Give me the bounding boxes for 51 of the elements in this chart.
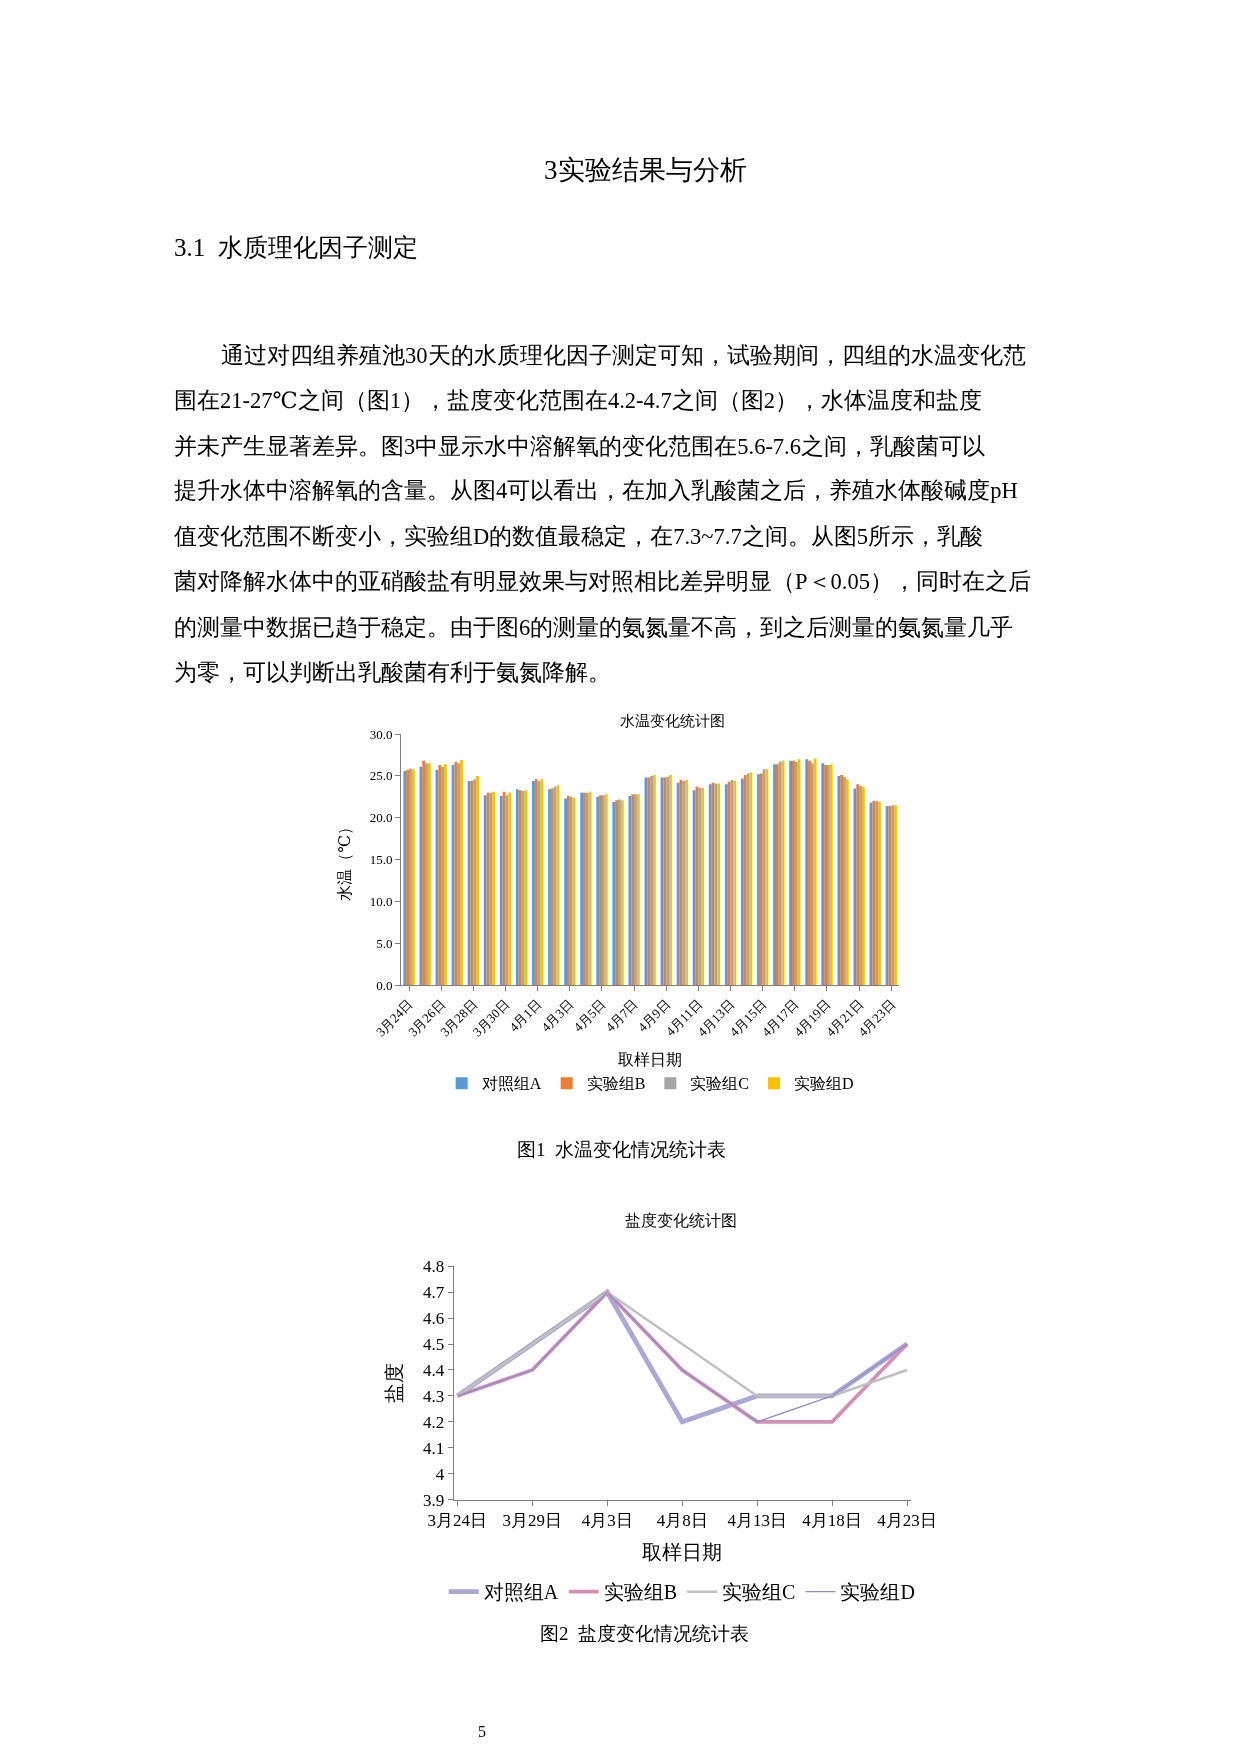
- text: 5: [478, 1723, 486, 1740]
- text: 并未产生显著差异。图3中显示水中溶解氧的变化范围在5.6-7.6之间，乳酸菌可以: [174, 434, 985, 459]
- x-tick-label: 4月23日: [877, 1511, 937, 1531]
- y-axis-title: 盐度: [383, 1362, 406, 1403]
- legend-label: 实验组B: [586, 1075, 646, 1093]
- y-tick-label: 30.0: [369, 726, 393, 742]
- y-tick-label: 4: [435, 1464, 445, 1484]
- x-tick-label: 3月24日: [427, 1511, 488, 1531]
- legend-label: 实验组D: [840, 1581, 915, 1604]
- y-axis-title: 水温（℃）: [335, 818, 353, 901]
- x-axis-title: 取样日期: [618, 1051, 683, 1068]
- legend-label: 实验组B: [603, 1581, 678, 1604]
- chart-title: 水温变化统计图: [620, 713, 725, 729]
- text: 的测量中数据已趋于稳定。由于图6的测量的氨氮量不高，到之后测量的氨氮量几乎: [174, 615, 1014, 640]
- caption: 图2 盐度变化情况统计表: [540, 1623, 749, 1644]
- x-tick-label: 4月8日: [656, 1511, 708, 1531]
- text: 提升水体中溶解氧的含量。从图4可以看出，在加入乳酸菌之后，养殖水体酸碱度pH: [174, 478, 1018, 503]
- y-tick-label: 10.0: [369, 894, 393, 910]
- text: 围在21-27℃之间（图1），盐度变化范围在4.2-4.7之间（图2），水体温度和盐度: [174, 388, 982, 413]
- caption: 图1 水温变化情况统计表: [517, 1139, 726, 1160]
- y-tick-label: 4.2: [422, 1412, 445, 1432]
- x-tick-label: 4月3日: [581, 1511, 633, 1531]
- y-tick-label: 4.1: [422, 1438, 445, 1458]
- y-tick-label: 25.0: [369, 768, 393, 784]
- text: 为零，可以判断出乳酸菌有利于氨氮降解。: [174, 660, 611, 685]
- x-tick-label: 3月29日: [502, 1511, 563, 1531]
- x-axis-title: 取样日期: [642, 1540, 723, 1563]
- y-tick-label: 4.8: [422, 1257, 445, 1277]
- x-tick-label: 4月18日: [802, 1511, 862, 1531]
- legend-label: 实验组C: [722, 1581, 796, 1604]
- text: 3实验结果与分析: [544, 155, 747, 185]
- text: 菌对降解水体中的亚硝酸盐有明显效果与对照相比差异明显（P＜0.05），同时在之后: [174, 569, 1031, 594]
- y-tick-label: 5.0: [376, 935, 393, 951]
- legend-label: 实验组C: [690, 1075, 750, 1093]
- y-tick-label: 4.5: [422, 1334, 445, 1354]
- y-tick-label: 20.0: [369, 810, 393, 826]
- legend-label: 对照组A: [483, 1581, 559, 1604]
- y-tick-label: 0.0: [376, 977, 393, 993]
- y-tick-label: 4.4: [422, 1360, 445, 1380]
- x-tick-label: 4月13日: [727, 1511, 787, 1531]
- legend-label: 对照组A: [481, 1075, 542, 1093]
- text: 值变化范围不断变小，实验组D的数值最稳定，在7.3~7.7之间。从图5所示，乳酸: [174, 524, 983, 549]
- text: 通过对四组养殖池30天的水质理化因子测定可知，试验期间，四组的水温变化范: [221, 343, 1026, 368]
- legend-label: 实验组D: [794, 1075, 854, 1093]
- y-tick-label: 15.0: [369, 852, 393, 868]
- text: 3.1 水质理化因子测定: [174, 234, 418, 261]
- chart-title: 盐度变化统计图: [625, 1212, 737, 1229]
- y-tick-label: 4.6: [422, 1309, 445, 1329]
- y-tick-label: 4.7: [422, 1283, 445, 1303]
- y-tick-label: 3.9: [422, 1490, 445, 1510]
- y-tick-label: 4.3: [422, 1386, 445, 1406]
